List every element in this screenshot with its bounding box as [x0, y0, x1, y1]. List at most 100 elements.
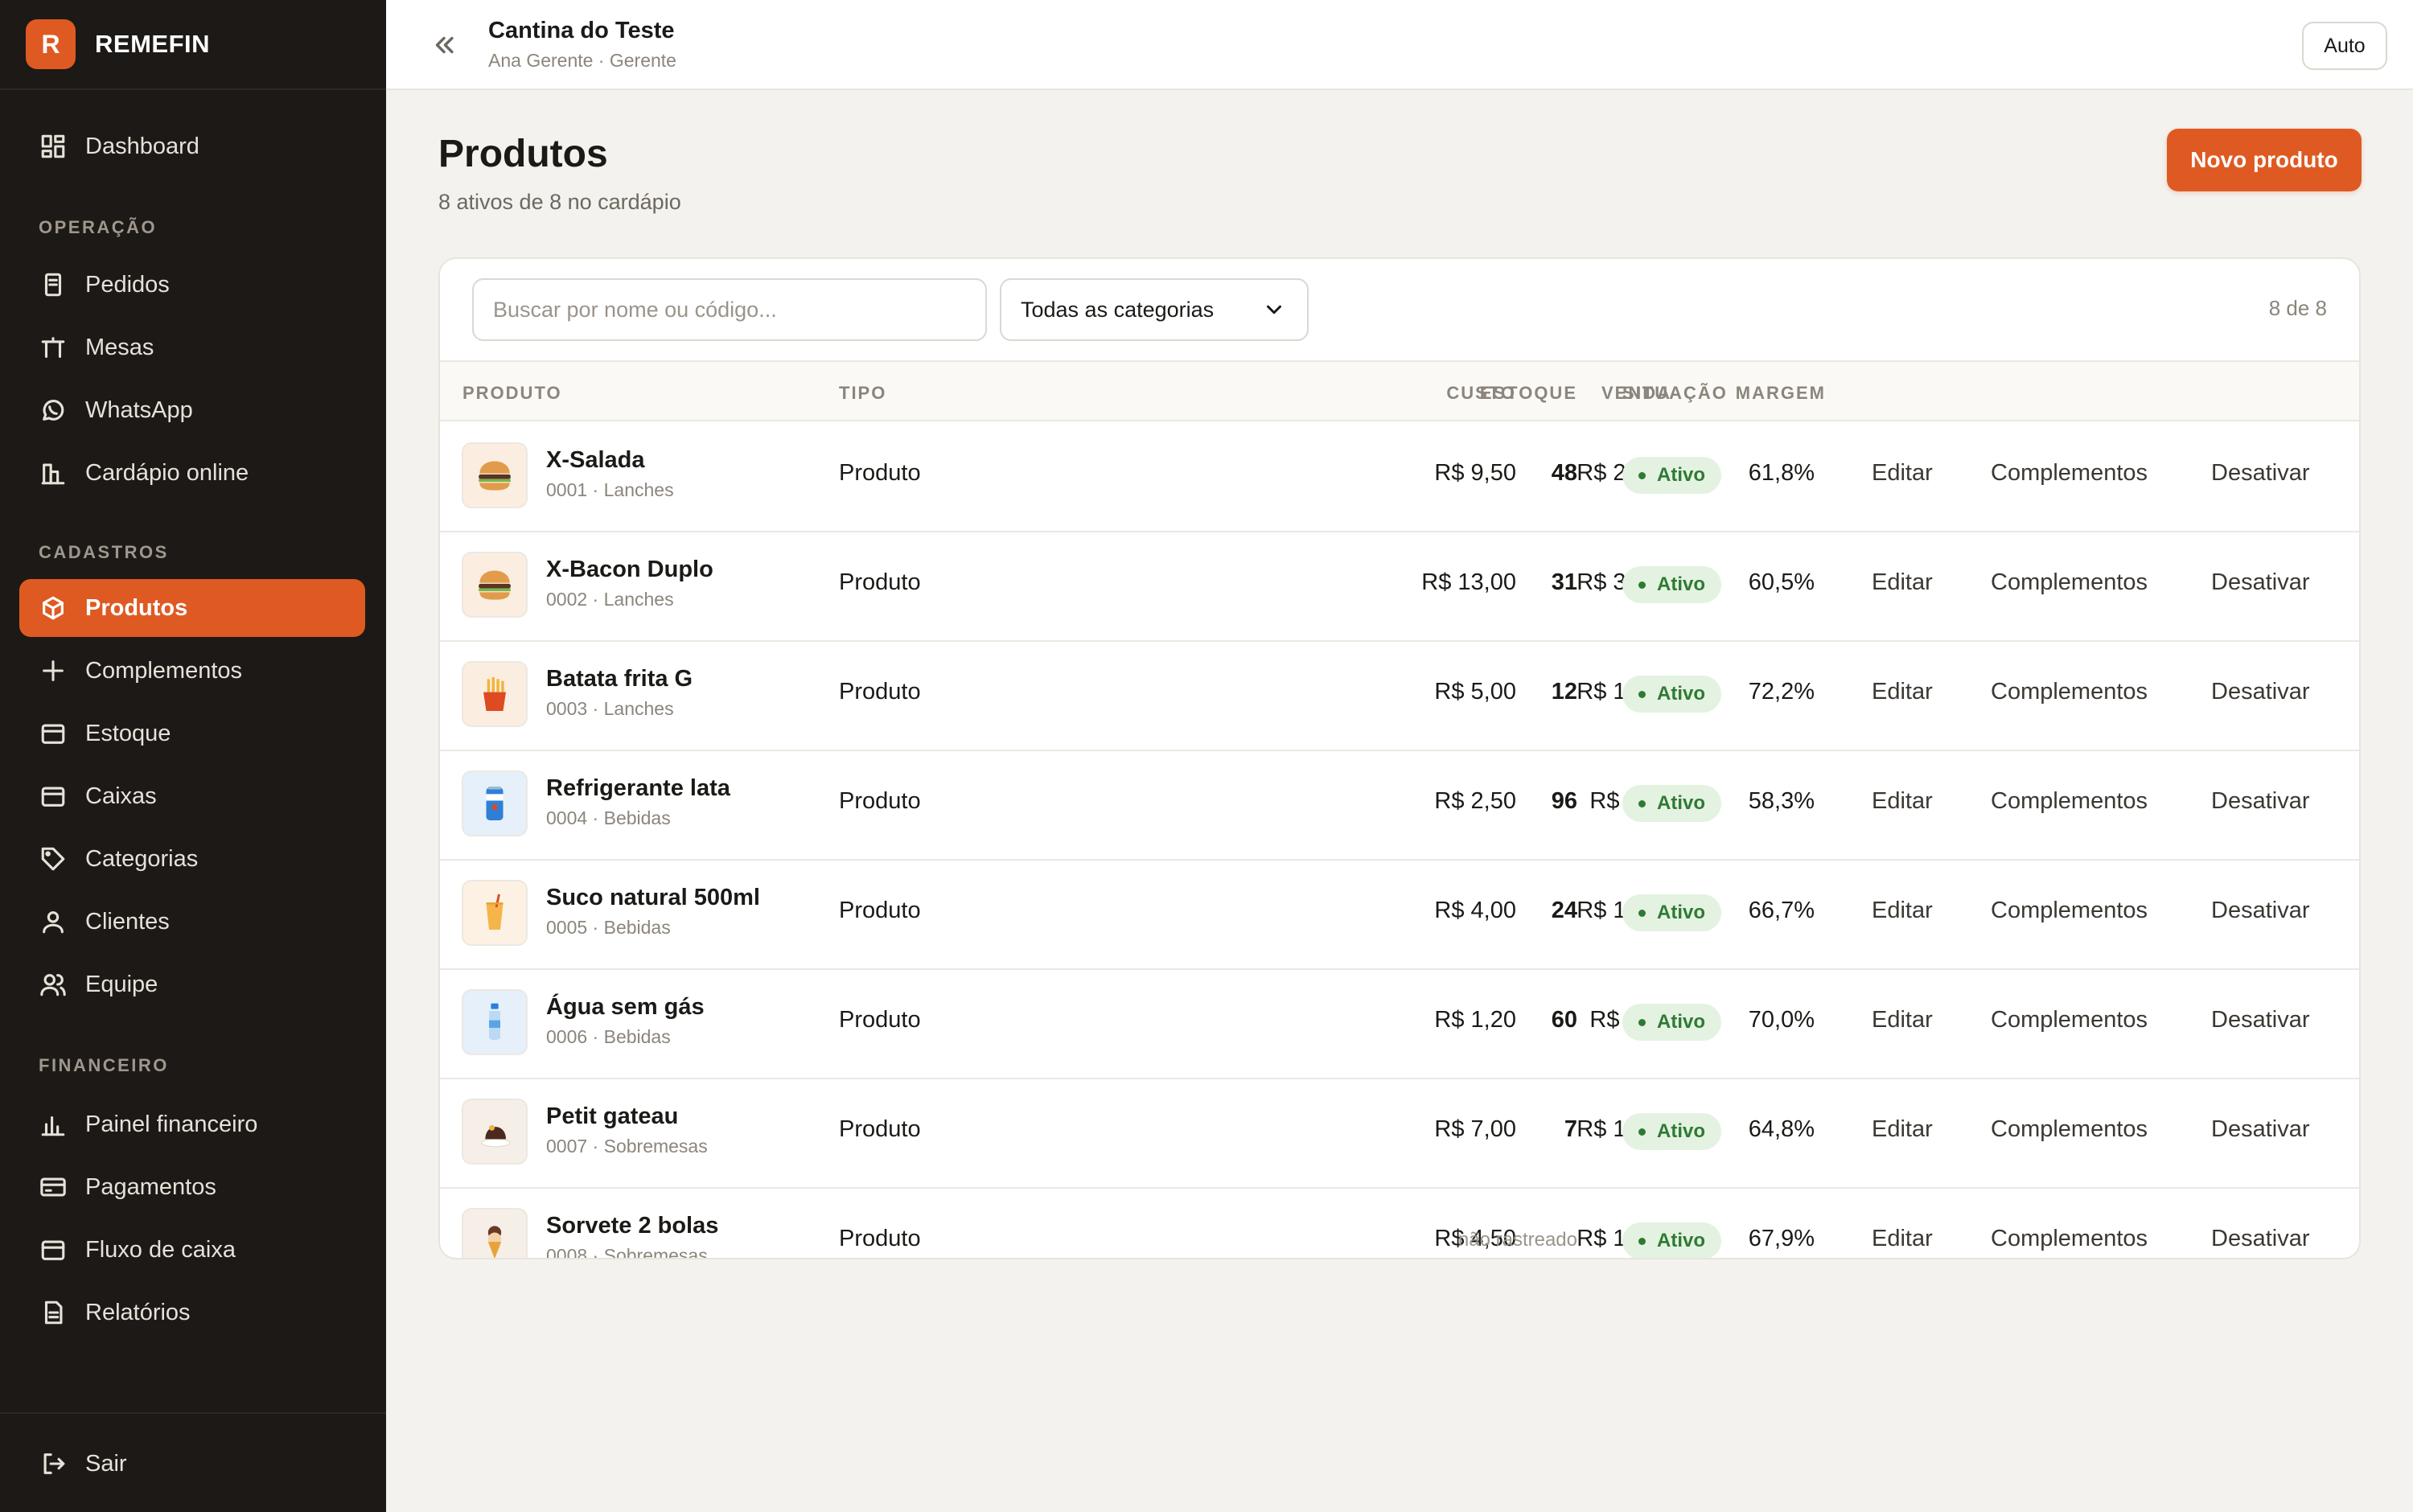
sidebar-item-caixas[interactable]: Caixas: [19, 767, 365, 825]
table-row: Suco natural 500ml 0005 · Bebidas Produto R…: [440, 861, 2359, 970]
cashbox-icon: [39, 782, 68, 811]
sidebar-item-label: Produtos: [85, 594, 188, 621]
product-cost: R$ 2,50: [1434, 788, 1516, 814]
sidebar-item-dashboard[interactable]: Dashboard: [19, 117, 365, 175]
receipt-icon: [39, 270, 68, 299]
category-select[interactable]: Todas as categorias: [1000, 278, 1309, 341]
logout-button[interactable]: Sair: [19, 1435, 365, 1493]
product-name: Suco natural 500ml: [546, 885, 760, 910]
column-header-estoque: ESTOQUE: [1479, 383, 1577, 403]
status-dot: [1638, 471, 1646, 479]
edit-button[interactable]: Editar: [1872, 788, 1933, 814]
product-name: Batata frita G: [546, 666, 693, 692]
sidebar-item-produtos[interactable]: Produtos: [19, 579, 365, 637]
new-product-button[interactable]: Novo produto: [2167, 129, 2362, 191]
theme-auto-button[interactable]: Auto: [2302, 22, 2387, 70]
deactivate-button[interactable]: Desativar: [2211, 788, 2310, 814]
sidebar-item-label: Fluxo de caixa: [85, 1236, 236, 1263]
section-label-cadastros: CADASTROS: [39, 542, 169, 562]
product-name: Petit gateau: [546, 1103, 679, 1129]
status-label: Ativo: [1657, 902, 1705, 923]
sidebar-item-whatsapp[interactable]: WhatsApp: [19, 381, 365, 439]
edit-button[interactable]: Editar: [1872, 1116, 1933, 1142]
sidebar-item-label: Complementos: [85, 657, 243, 684]
product-cost: R$ 4,50: [1434, 1226, 1516, 1251]
juice-icon: [462, 880, 528, 946]
status-badge: Ativo: [1622, 1004, 1721, 1041]
page-title: Produtos: [438, 133, 608, 175]
table-row: Petit gateau 0007 · Sobremesas Produto R$ 7…: [440, 1079, 2359, 1189]
edit-button[interactable]: Editar: [1872, 1226, 1933, 1251]
complements-button[interactable]: Complementos: [1991, 898, 2148, 923]
edit-button[interactable]: Editar: [1872, 569, 1933, 595]
venue-name: Cantina do Teste: [488, 18, 675, 43]
sidebar-item-equipe[interactable]: Equipe: [19, 955, 365, 1013]
table-row: X-Bacon Duplo 0002 · Lanches Produto R$ 13,…: [440, 532, 2359, 642]
complements-button[interactable]: Complementos: [1991, 1226, 2148, 1251]
status-badge: Ativo: [1622, 1113, 1721, 1150]
section-label-operacao: OPERAÇÃO: [39, 217, 158, 237]
sidebar-item-fluxo-de-caixa[interactable]: Fluxo de caixa: [19, 1221, 365, 1279]
report-icon: [39, 1298, 68, 1327]
status-badge: Ativo: [1622, 785, 1721, 822]
product-type: Produto: [839, 898, 921, 923]
sidebar-item-painel-financeiro[interactable]: Painel financeiro: [19, 1095, 365, 1153]
sidebar-divider: [0, 1412, 386, 1414]
deactivate-button[interactable]: Desativar: [2211, 1007, 2310, 1033]
deactivate-button[interactable]: Desativar: [2211, 679, 2310, 705]
complements-button[interactable]: Complementos: [1991, 460, 2148, 486]
sidebar-item-clientes[interactable]: Clientes: [19, 893, 365, 951]
edit-button[interactable]: Editar: [1872, 1007, 1933, 1033]
sidebar-item-relatorios[interactable]: Relatórios: [19, 1284, 365, 1341]
sidebar-item-estoque[interactable]: Estoque: [19, 705, 365, 762]
deactivate-button[interactable]: Desativar: [2211, 898, 2310, 923]
section-label-financeiro: FINANCEIRO: [39, 1055, 169, 1075]
complements-button[interactable]: Complementos: [1991, 569, 2148, 595]
product-stock: 12: [1551, 679, 1577, 705]
status-dot: [1638, 1128, 1646, 1136]
sidebar-item-label: Cardápio online: [85, 459, 249, 486]
sidebar-item-label: Painel financeiro: [85, 1111, 258, 1137]
product-type: Produto: [839, 460, 921, 486]
search-input[interactable]: [472, 278, 987, 341]
deactivate-button[interactable]: Desativar: [2211, 569, 2310, 595]
status-label: Ativo: [1657, 464, 1705, 486]
edit-button[interactable]: Editar: [1872, 679, 1933, 705]
deactivate-button[interactable]: Desativar: [2211, 1116, 2310, 1142]
double-chevron-left-icon: [435, 36, 454, 54]
column-header-custo: CUSTO: [1446, 383, 1516, 403]
table-row: Batata frita G 0003 · Lanches Produto R$ 5,…: [440, 642, 2359, 751]
sidebar-item-categorias[interactable]: Categorias: [19, 830, 365, 888]
page-subtitle: 8 ativos de 8 no cardápio: [438, 190, 681, 214]
store-icon: [39, 458, 68, 487]
sidebar-item-mesas[interactable]: Mesas: [19, 318, 365, 376]
complements-button[interactable]: Complementos: [1991, 679, 2148, 705]
cake-icon: [462, 1099, 528, 1165]
deactivate-button[interactable]: Desativar: [2211, 460, 2310, 486]
brand: R REMEFIN: [0, 0, 386, 90]
complements-button[interactable]: Complementos: [1991, 1116, 2148, 1142]
bar-chart-icon: [39, 1110, 68, 1139]
sidebar-item-cardapio-online[interactable]: Cardápio online: [19, 444, 365, 502]
product-stock: não rastreado: [1457, 1229, 1577, 1251]
sidebar: R REMEFIN Dashboard OPERAÇÃO Pedidos Mes…: [0, 0, 386, 1512]
sidebar-item-pedidos[interactable]: Pedidos: [19, 256, 365, 314]
sidebar-item-label: Equipe: [85, 971, 158, 997]
edit-button[interactable]: Editar: [1872, 898, 1933, 923]
deactivate-button[interactable]: Desativar: [2211, 1226, 2310, 1251]
edit-button[interactable]: Editar: [1872, 460, 1933, 486]
complements-button[interactable]: Complementos: [1991, 1007, 2148, 1033]
table-row: Sorvete 2 bolas 0008 · Sobremesas Produto R…: [440, 1189, 2359, 1258]
sidebar-item-complementos[interactable]: Complementos: [19, 642, 365, 700]
column-header-margem: MARGEM: [1735, 383, 1826, 403]
sidebar-item-pagamentos[interactable]: Pagamentos: [19, 1158, 365, 1216]
complements-button[interactable]: Complementos: [1991, 788, 2148, 814]
box-icon: [39, 594, 68, 622]
product-code-category: 0002 · Lanches: [546, 589, 674, 610]
dashboard-icon: [39, 132, 68, 161]
product-cost: R$ 9,50: [1434, 460, 1516, 486]
status-dot: [1638, 1018, 1646, 1026]
collapse-sidebar-button[interactable]: [426, 27, 462, 63]
product-cost: R$ 7,00: [1434, 1116, 1516, 1142]
